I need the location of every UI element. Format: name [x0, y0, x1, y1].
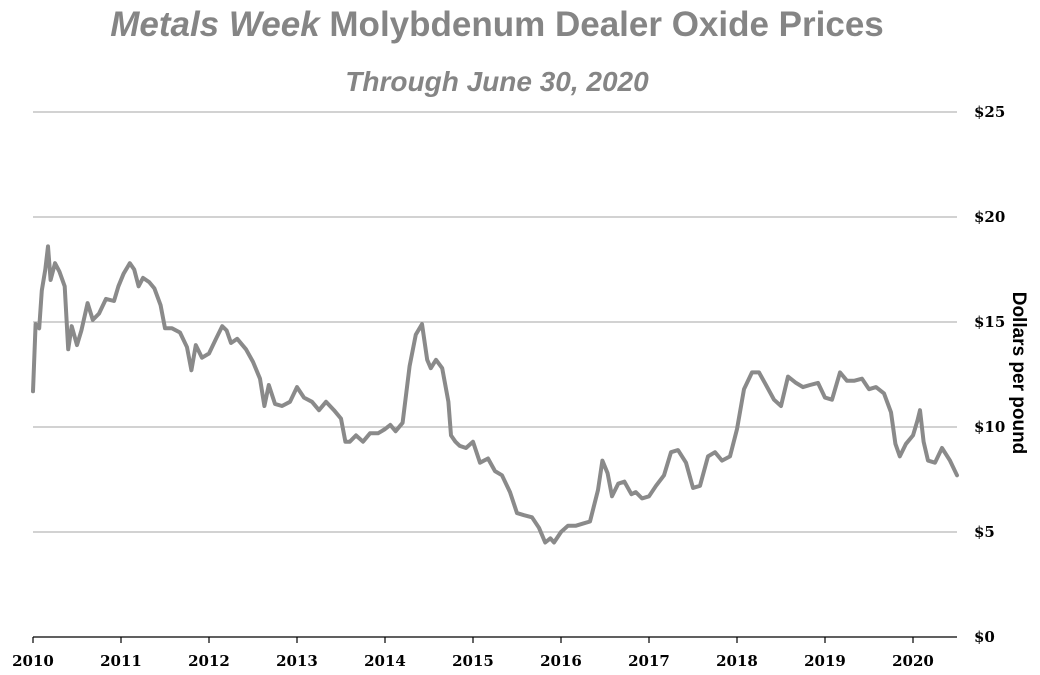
chart-title-italic: Metals Week [110, 5, 321, 44]
y-tick-label: $0 [974, 628, 995, 646]
chart-title: Metals Week Molybdenum Dealer Oxide Pric… [110, 5, 884, 44]
x-tick-label: 2014 [364, 652, 406, 670]
series-layer [31, 244, 959, 545]
x-tick-label: 2017 [628, 652, 670, 670]
y-tick-label: $10 [974, 418, 1005, 436]
y-tick-labels: $0 $5 $10 $15 $20 $25 [974, 103, 1005, 646]
x-tick-label: 2019 [804, 652, 846, 670]
x-tick-label: 2018 [716, 652, 758, 670]
y-tick-label: $15 [974, 313, 1005, 331]
chart-title-rest: Molybdenum Dealer Oxide Prices [329, 5, 883, 44]
x-tick-label: 2012 [188, 652, 230, 670]
series-line-0 [31, 244, 959, 545]
x-tick-label: 2011 [100, 652, 142, 670]
axes [32, 636, 957, 643]
x-tick-label: 2016 [540, 652, 582, 670]
x-tick-labels: 2010 2011 2012 2013 2014 2015 2016 2017 2018 2019… [12, 652, 934, 670]
gridlines [33, 111, 957, 533]
y-tick-label: $25 [974, 103, 1005, 121]
x-tick-label: 2010 [12, 652, 54, 670]
x-tick-label: 2020 [892, 652, 934, 670]
y-tick-label: $20 [974, 208, 1005, 226]
chart-title-space [320, 5, 330, 44]
y-tick-label: $5 [974, 523, 995, 541]
chart-subtitle: Through June 30, 2020 [345, 66, 649, 97]
chart-title-group: Metals Week Molybdenum Dealer Oxide Pric… [110, 5, 884, 97]
x-tick-label: 2015 [452, 652, 494, 670]
x-tick-label: 2013 [276, 652, 318, 670]
y-axis-label: Dollars per pound [1008, 292, 1029, 455]
